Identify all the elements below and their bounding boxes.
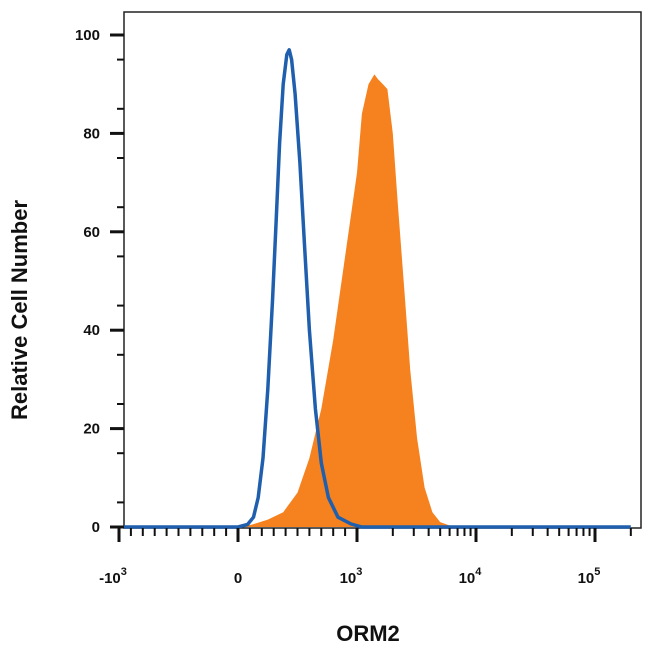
y-tick-label: 20: [83, 421, 100, 438]
axis-layer: 0 20 40 60 80 100 -103 0 103 104 105: [75, 27, 632, 587]
y-tick-label: 80: [83, 125, 100, 142]
y-tick-label: 0: [92, 519, 100, 536]
x-tick-label: 103: [340, 566, 363, 587]
x-tick-label: 105: [578, 566, 601, 587]
y-tick-label: 60: [83, 224, 100, 241]
x-tick-label: 104: [459, 566, 483, 587]
series-layer: [124, 48, 631, 529]
x-axis-title: ORM2: [336, 621, 400, 646]
series-outline-histogram: [124, 48, 631, 529]
y-axis-title: Relative Cell Number: [7, 200, 32, 421]
x-tick-label: -103: [99, 566, 127, 587]
y-tick-label: 100: [75, 27, 100, 44]
y-tick-label: 40: [83, 322, 100, 339]
x-tick-label: 0: [234, 570, 242, 587]
